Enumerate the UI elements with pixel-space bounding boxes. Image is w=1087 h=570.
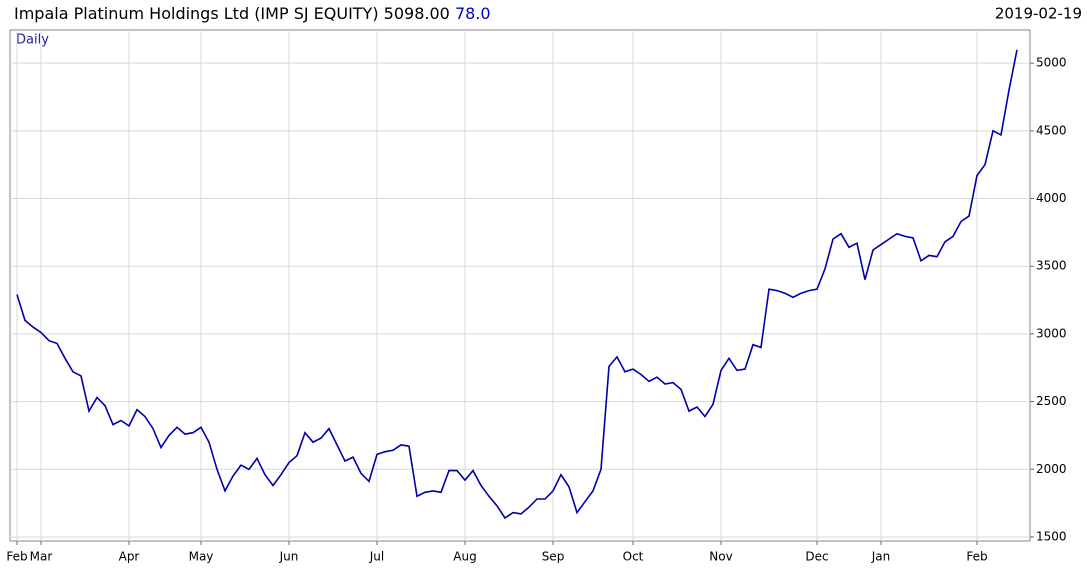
x-tick-label: Jul [369, 550, 384, 564]
x-tick-label: Jan [871, 550, 891, 564]
y-tick-label: 5000 [1036, 56, 1067, 70]
x-tick-label: Oct [623, 550, 644, 564]
y-tick-label: 3000 [1036, 326, 1067, 340]
x-tick-label: Feb [6, 550, 27, 564]
y-tick-label: 2000 [1036, 462, 1067, 476]
x-tick-label: Dec [805, 550, 828, 564]
x-tick-label: Nov [709, 550, 732, 564]
y-tick-label: 4500 [1036, 123, 1067, 137]
x-tick-label: Mar [30, 550, 53, 564]
frequency-label: Daily [16, 33, 49, 48]
plot-frame [9, 29, 1031, 542]
title: Impala Platinum Holdings Ltd (IMP SJ EQU… [14, 4, 379, 23]
date: 2019-02-19 [995, 5, 1082, 23]
change: 78.0 [455, 4, 491, 23]
y-tick-label: 4000 [1036, 191, 1067, 205]
x-tick-label: Sep [542, 550, 565, 564]
x-tick-label: Apr [119, 550, 140, 564]
y-tick-label: 1500 [1036, 529, 1067, 543]
x-tick-label: Feb [966, 550, 987, 564]
x-tick-label: Aug [453, 550, 476, 564]
x-tick-label: May [189, 550, 214, 564]
last-price: 5098.00 [384, 4, 450, 23]
y-tick-label: 2500 [1036, 394, 1067, 408]
x-tick-label: Jun [279, 550, 299, 564]
y-tick-label: 3500 [1036, 259, 1067, 273]
price-line [16, 49, 1018, 520]
header: Impala Platinum Holdings Ltd (IMP SJ EQU… [14, 4, 491, 23]
